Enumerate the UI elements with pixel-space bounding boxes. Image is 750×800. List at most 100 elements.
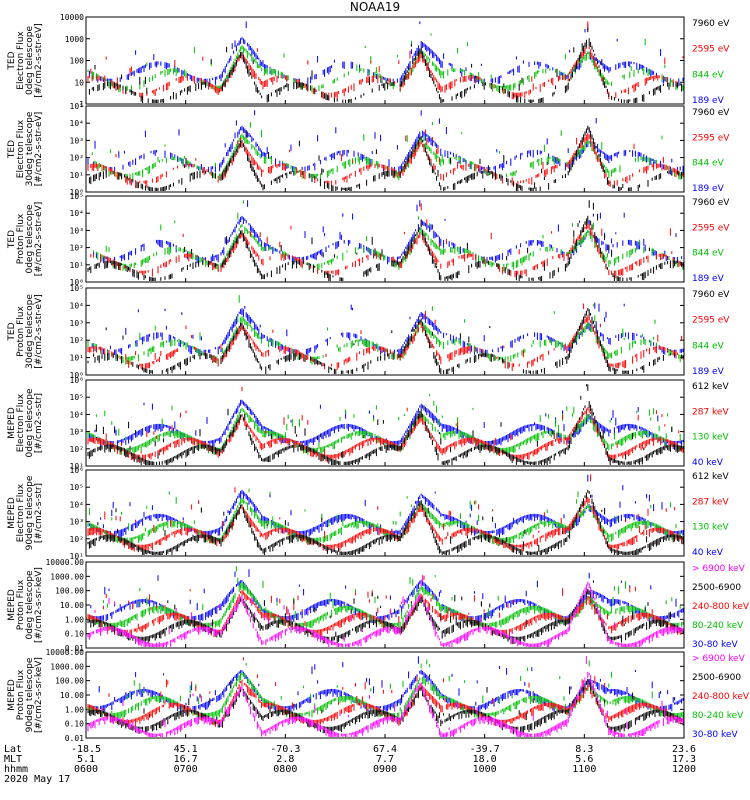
y-tick-label: 1.00 (65, 615, 84, 624)
y-tick-label: 10³ (70, 428, 84, 437)
legend-entry: 30-80 keV (692, 730, 738, 740)
date-label: 2020 May 17 (4, 774, 70, 785)
y-axis-label: MEPED (7, 497, 17, 529)
legend-entry: 7960 eV (692, 290, 730, 300)
legend-entry: 189 eV (692, 184, 725, 194)
y-axis-label: Proton Flux (16, 213, 26, 264)
x-tick-label: 23.6 (672, 744, 696, 755)
y-tick-label: 10² (70, 535, 84, 544)
y-axis-label: [#/cm2-s-str] (34, 483, 44, 543)
y-tick-label: 1 (79, 100, 84, 109)
flux-trace (87, 200, 684, 281)
legend-entry: 80-240 keV (692, 621, 744, 631)
y-tick-label: 10.00 (60, 691, 84, 700)
y-axis-label: [#/cm2-s-str-eV] (34, 202, 44, 277)
legend-entry: 2595 eV (692, 45, 730, 55)
legend-entry: 130 keV (692, 433, 729, 443)
legend-entry: 40 keV (692, 548, 724, 558)
y-tick-label: 10⁴ (70, 500, 84, 509)
legend-entry: 189 eV (692, 367, 725, 377)
x-tick-label: 0900 (373, 764, 397, 775)
legend-entry: 844 eV (692, 341, 725, 351)
y-tick-label: 10⁵ (70, 102, 84, 111)
x-tick-label: 17.3 (672, 754, 696, 765)
flux-trace (87, 474, 684, 553)
flux-trace (93, 200, 683, 265)
y-axis-label: 90deg telescope (25, 475, 35, 550)
x-tick-label: 1000 (473, 764, 497, 775)
x-tick-label: 0700 (174, 764, 198, 775)
flux-trace (87, 303, 684, 372)
x-axis-row-label: hhmm (4, 764, 28, 775)
y-tick-label: 10⁵ (70, 192, 84, 201)
flux-marks (87, 566, 684, 647)
y-axis-label: Electron Flux (16, 119, 26, 178)
y-axis-label: 0deg telescope (25, 26, 35, 96)
flux-marks (87, 384, 684, 465)
y-axis-label: [#/cm2-s-sr-keV] (34, 567, 44, 643)
y-tick-label: 10⁰ (70, 371, 84, 380)
legend-entry: 287 keV (692, 407, 729, 417)
panel-7: 10000.00 1000.00 100.00 10.00 1.00 0.10 0.01 ME… (7, 558, 750, 653)
legend-entry: 2595 eV (692, 223, 730, 233)
y-tick-label: 10000.00 (45, 558, 84, 567)
y-axis-label: TED (7, 322, 17, 341)
y-axis-label: TED (7, 230, 17, 249)
y-axis-label: [#/cm2-s-str-eV] (34, 23, 44, 98)
panel-6: 10⁶ 10⁵ 10⁴ 10³ 10² 10¹ MEPED Electron Flux 90de… (7, 466, 729, 561)
x-tick-label: -39.7 (470, 744, 500, 755)
y-tick-label: 10¹ (70, 354, 84, 363)
y-tick-label: 0.01 (65, 644, 84, 653)
y-tick-label: 100.00 (55, 587, 84, 596)
y-axis-label: Proton Flux (16, 579, 26, 630)
legend-entry: 2500-6900 (692, 583, 741, 593)
flux-trace (87, 384, 684, 465)
y-tick-label: 10000.00 (45, 648, 84, 657)
panel-5: 10⁶ 10⁵ 10⁴ 10³ 10² 10¹ MEPED Electron Flux 0deg… (7, 376, 729, 471)
y-tick-label: 10³ (70, 136, 84, 145)
x-tick-label: 45.1 (174, 744, 198, 755)
y-axis-label: Proton Flux (16, 669, 26, 720)
legend-entry: 30-80 keV (692, 640, 738, 650)
y-tick-label: 10³ (70, 518, 84, 527)
y-axis-label: MEPED (7, 407, 17, 439)
y-tick-label: 10² (70, 336, 84, 345)
flux-trace (87, 393, 684, 456)
x-tick-label: 5.1 (77, 754, 95, 765)
y-tick-label: 10¹ (70, 462, 84, 471)
y-tick-label: 10⁴ (70, 301, 84, 310)
legend-entry: 240-800 keV (692, 602, 750, 612)
y-axis-label: Electron Flux (16, 393, 26, 452)
x-tick-label: 18.0 (473, 754, 497, 765)
x-tick-label: 67.4 (373, 744, 397, 755)
y-tick-label: 1000.00 (50, 572, 84, 581)
legend-entry: 612 keV (692, 382, 729, 392)
y-tick-label: 10¹ (70, 171, 84, 180)
y-axis-label: 30deg telescope (25, 294, 35, 369)
x-tick-label: 1100 (572, 764, 596, 775)
legend-entry: 240-800 keV (692, 692, 750, 702)
y-tick-label: 10³ (70, 226, 84, 235)
y-tick-label: 10000 (60, 13, 84, 22)
x-tick-label: 0600 (74, 764, 98, 775)
y-tick-label: 10⁵ (70, 483, 84, 492)
y-tick-label: 1000.00 (50, 662, 84, 671)
y-axis-label: MEPED (7, 589, 17, 621)
y-tick-label: 10⁴ (70, 119, 84, 128)
y-axis-label: [#/cm2-s-str-eV] (34, 112, 44, 187)
x-axis: Lat -18.5 45.1 -70.3 67.4 -39.7 8.3 23.6 MLT 5.1 1… (4, 744, 696, 785)
x-tick-label: 5.6 (575, 754, 593, 765)
legend-entry: 612 keV (692, 472, 729, 482)
legend-entry: 844 eV (692, 159, 725, 169)
x-tick-label: 7.7 (376, 754, 394, 765)
flux-marks (87, 110, 684, 191)
legend-entry: 130 keV (692, 523, 729, 533)
y-tick-label: 100 (70, 57, 85, 66)
panel-3: 10⁵ 10⁴ 10³ 10² 10¹ 10⁰ TED Proton Flux 0deg tel… (7, 192, 730, 287)
y-tick-label: 1.00 (65, 705, 84, 714)
legend-entry: 189 eV (692, 96, 725, 106)
x-axis-row-label: MLT (4, 754, 22, 765)
flux-trace (88, 21, 684, 87)
y-tick-label: 10³ (70, 319, 84, 328)
